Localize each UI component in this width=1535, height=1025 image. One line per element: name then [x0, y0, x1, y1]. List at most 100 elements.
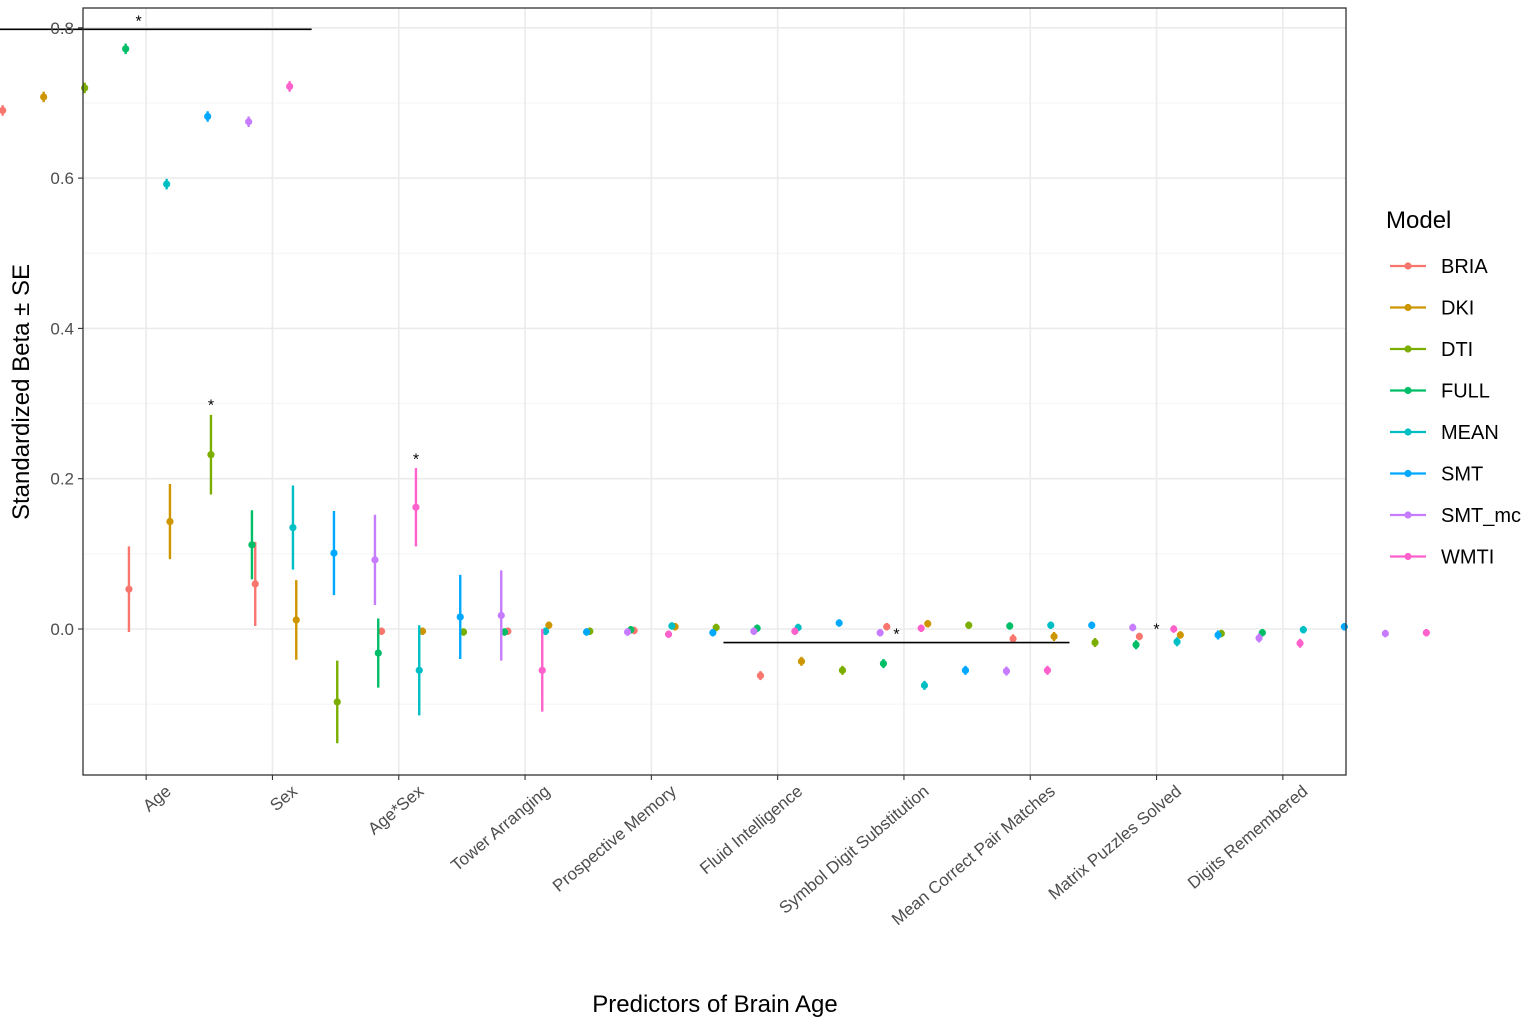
data-point	[835, 619, 843, 627]
data-point	[1381, 629, 1389, 638]
legend: Model BRIA DKI DTI FULL MEAN SMT SMT_mc WMTI	[1386, 207, 1521, 569]
data-point	[1299, 626, 1307, 634]
data-point	[1135, 632, 1143, 641]
data-point	[0, 106, 7, 115]
y-tick-label: 0.4	[50, 319, 74, 338]
data-point	[1009, 635, 1017, 643]
x-tick-label: Age	[139, 782, 174, 816]
x-tick-label: Matrix Puzzles Solved	[1045, 782, 1185, 904]
data-point	[251, 580, 259, 588]
data-point	[497, 611, 505, 620]
data-point	[541, 627, 550, 635]
data-point	[876, 629, 884, 637]
x-tick-label: Age*Sex	[364, 781, 427, 838]
data-point	[1091, 638, 1099, 647]
y-axis: 0.0 0.2 0.4 0.6 0.8	[50, 19, 83, 639]
legend-label: SMT_mc	[1441, 505, 1521, 527]
data-point	[1129, 623, 1137, 632]
data-point	[1258, 629, 1266, 637]
data-point	[838, 666, 847, 674]
data-point	[1132, 641, 1140, 649]
data-point	[623, 628, 632, 636]
legend-label: DKI	[1441, 298, 1474, 320]
x-axis-title: Predictors of Brain Age	[592, 991, 837, 1018]
data-point	[797, 657, 806, 665]
legend-key-point	[1404, 262, 1412, 270]
data-point	[163, 180, 171, 188]
significance-star: *	[1153, 622, 1159, 639]
data-point	[709, 629, 717, 637]
legend-label: SMT	[1441, 464, 1483, 486]
data-point	[248, 541, 256, 549]
data-point	[333, 698, 341, 706]
data-point	[1002, 667, 1011, 675]
data-point	[1422, 629, 1430, 637]
data-point	[1047, 621, 1055, 629]
y-axis-title: Standardized Beta ± SE	[8, 264, 35, 520]
data-point	[1176, 631, 1184, 639]
data-point	[415, 666, 423, 674]
legend-label: FULL	[1441, 381, 1490, 403]
legend-key-point	[1404, 386, 1412, 395]
legend-label: MEAN	[1441, 422, 1499, 444]
data-point	[289, 523, 297, 532]
legend-key-point	[1404, 552, 1412, 561]
data-point	[965, 621, 973, 629]
x-axis: Age Sex Age*Sex Tower ArrangingProspective …	[139, 775, 1311, 929]
data-point	[1255, 634, 1263, 642]
significance-star: *	[893, 627, 899, 644]
legend-key-point	[1404, 428, 1412, 436]
data-point	[920, 681, 929, 689]
data-point	[500, 628, 509, 636]
plot-panel-border	[82, 7, 1347, 776]
data-point	[924, 620, 932, 628]
data-point	[125, 585, 133, 593]
data-point	[418, 627, 427, 635]
data-point	[1173, 638, 1181, 646]
data-point	[371, 556, 379, 564]
x-tick-label: Tower Arranging	[447, 782, 553, 876]
data-point	[1170, 625, 1178, 633]
y-tick-label: 0.8	[50, 19, 74, 38]
plot-marks	[0, 43, 1430, 744]
data-point	[582, 628, 591, 636]
legend-title: Model	[1386, 207, 1451, 234]
data-point	[374, 649, 382, 657]
x-tick-label: Sex	[266, 781, 301, 815]
data-point	[412, 503, 420, 511]
data-point	[712, 623, 720, 632]
data-point	[122, 45, 130, 53]
legend-key-point	[1404, 303, 1412, 312]
data-point	[204, 112, 212, 121]
legend-label: WMTI	[1441, 547, 1494, 569]
data-point	[330, 549, 338, 557]
data-point	[166, 517, 174, 526]
data-point	[1043, 666, 1052, 674]
data-point	[456, 613, 464, 621]
data-point	[668, 622, 676, 630]
grid	[83, 8, 1346, 775]
y-tick-label: 0.2	[50, 470, 74, 489]
legend-label: DTI	[1441, 339, 1473, 361]
data-point	[286, 82, 294, 91]
y-tick-label: 0.6	[50, 169, 74, 188]
data-point	[1050, 632, 1058, 641]
x-tick-label: Prospective Memory	[549, 781, 680, 895]
x-tick-label: Digits Remembered	[1184, 782, 1311, 893]
data-point	[292, 616, 300, 624]
data-point	[1006, 622, 1014, 630]
data-point	[664, 630, 673, 638]
data-point	[1088, 621, 1096, 629]
legend-key-point	[1404, 469, 1412, 478]
data-point	[1214, 631, 1222, 639]
data-point	[207, 451, 215, 459]
legend-label: BRIA	[1441, 256, 1488, 278]
data-point	[40, 93, 48, 101]
data-point	[545, 621, 553, 629]
significance-star: *	[208, 398, 214, 415]
data-point	[459, 628, 468, 636]
y-tick-label: 0.0	[50, 620, 74, 639]
significance-star: *	[413, 452, 419, 469]
data-point	[791, 627, 799, 635]
